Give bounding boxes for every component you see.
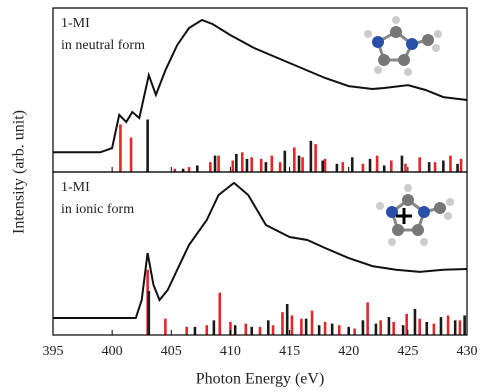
x-tick-label: 400 xyxy=(102,344,123,359)
molecule-neutral xyxy=(364,16,442,76)
x-tick-label: 395 xyxy=(43,344,64,359)
molecule-ionic xyxy=(376,184,454,246)
chart: 1-MI in neutral form Intensity (arb. unit)… xyxy=(0,0,483,392)
panel-frame xyxy=(53,8,467,172)
annotation: 1-MI xyxy=(61,16,90,31)
annotation: in neutral form xyxy=(61,38,145,53)
annotation: 1-MI xyxy=(61,180,90,195)
x-tick-label: 425 xyxy=(397,344,418,359)
x-tick-label: 430 xyxy=(457,344,478,359)
x-tick-label: 420 xyxy=(338,344,359,359)
x-axis-label: Photon Energy (eV) xyxy=(196,371,325,388)
x-tick-label: 405 xyxy=(161,344,182,359)
x-tick-label: 410 xyxy=(220,344,241,359)
x-tick-label: 415 xyxy=(279,344,300,359)
annotation: in ionic form xyxy=(61,202,134,217)
y-axis-label: Intensity (arb. unit) xyxy=(11,110,28,234)
